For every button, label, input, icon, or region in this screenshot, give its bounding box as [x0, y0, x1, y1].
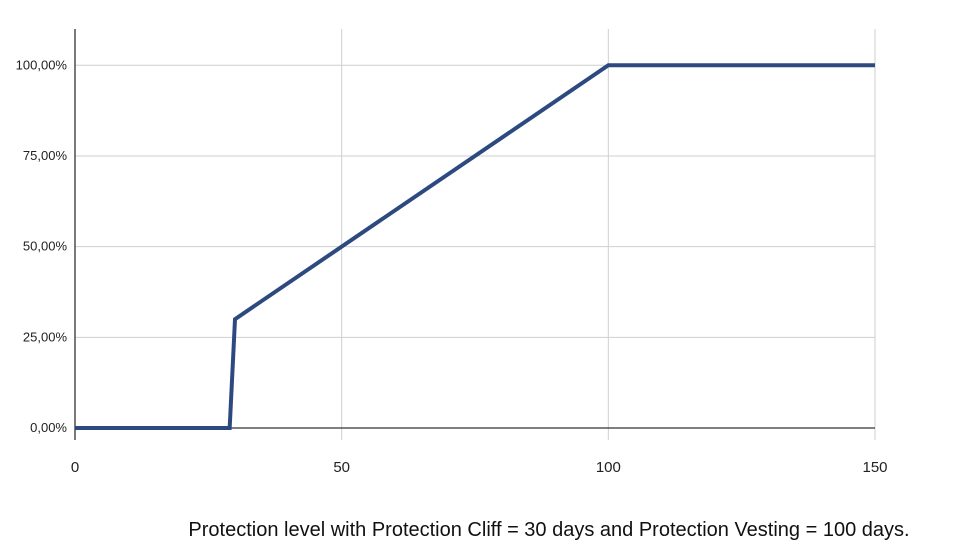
tick-labels: 0,00% 25,00% 50,00% 75,00% 100,00% 0 50 100 150 [16, 57, 888, 476]
series-layer [74, 63, 876, 430]
chart-caption: Protection level with Protection Cliff =… [188, 519, 910, 541]
y-tick-label: 75,00% [23, 148, 68, 163]
y-tick-label: 0,00% [30, 420, 67, 435]
x-tick-label: 150 [862, 459, 887, 476]
grid-lines [75, 29, 876, 440]
y-tick-label: 100,00% [16, 57, 68, 72]
protection-level-chart: 0,00% 25,00% 50,00% 75,00% 100,00% 0 50 100 150 [16, 29, 888, 476]
x-tick-label: 100 [596, 459, 621, 476]
y-tick-label: 25,00% [23, 329, 68, 344]
axes [74, 29, 875, 440]
x-tick-label: 0 [71, 459, 79, 476]
x-tick-label: 50 [333, 459, 350, 476]
y-tick-label: 50,00% [23, 239, 68, 254]
